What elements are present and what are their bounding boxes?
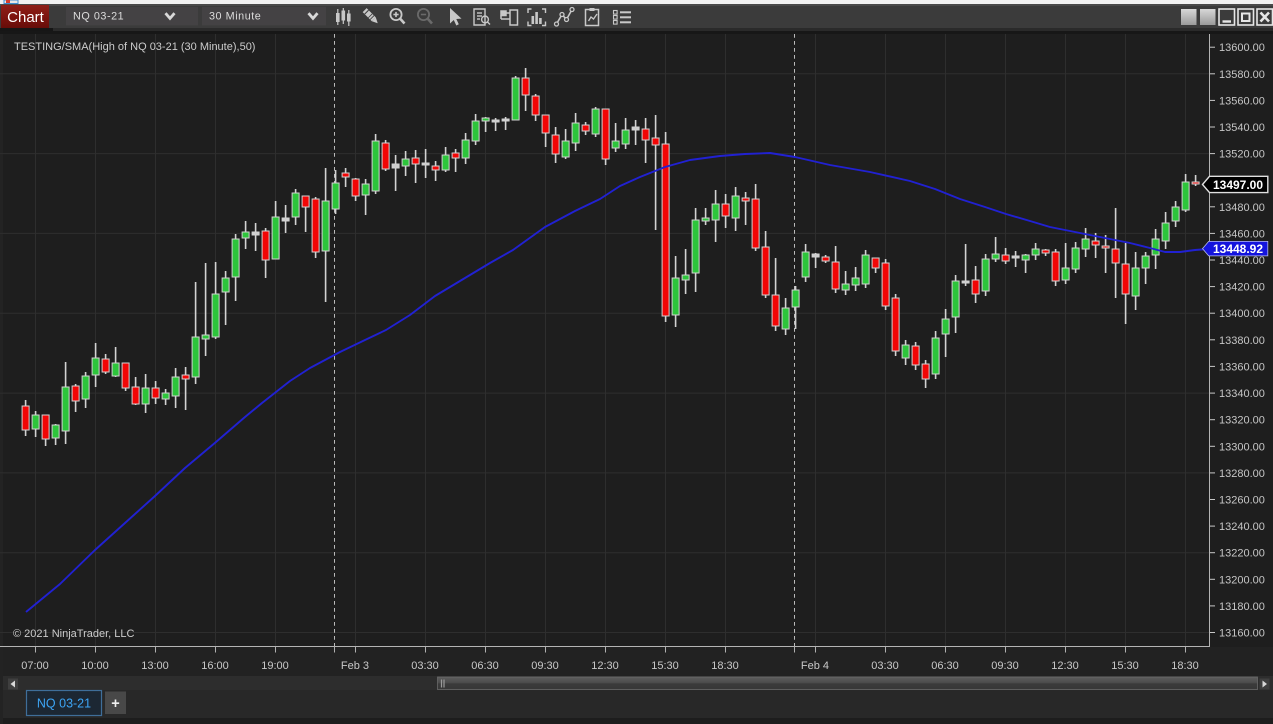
svg-text:13200.00: 13200.00 [1219,574,1265,586]
svg-text:15:30: 15:30 [1111,660,1139,672]
svg-text:03:30: 03:30 [411,660,439,672]
svg-text:13260.00: 13260.00 [1219,495,1265,507]
svg-text:10:00: 10:00 [81,660,109,672]
svg-text:13180.00: 13180.00 [1219,601,1265,613]
svg-text:13580.00: 13580.00 [1219,69,1265,81]
svg-text:Chart: Chart [7,9,45,26]
svg-text:12:30: 12:30 [591,660,619,672]
svg-text:13448.92: 13448.92 [1213,242,1263,256]
svg-text:13220.00: 13220.00 [1219,548,1265,560]
svg-text:+: + [111,696,119,712]
svg-text:15:30: 15:30 [651,660,679,672]
svg-text:13340.00: 13340.00 [1219,388,1265,400]
svg-text:19:00: 19:00 [261,660,289,672]
svg-text:13600.00: 13600.00 [1219,42,1265,54]
svg-text:13460.00: 13460.00 [1219,228,1265,240]
svg-text:13420.00: 13420.00 [1219,282,1265,294]
svg-text:09:30: 09:30 [991,660,1019,672]
svg-text:13280.00: 13280.00 [1219,468,1265,480]
svg-text:16:00: 16:00 [201,660,229,672]
svg-text:06:30: 06:30 [931,660,959,672]
svg-text:NQ 03-21: NQ 03-21 [37,697,91,711]
svg-text:13320.00: 13320.00 [1219,415,1265,427]
svg-text:13240.00: 13240.00 [1219,521,1265,533]
svg-text:13160.00: 13160.00 [1219,628,1265,640]
svg-text:13440.00: 13440.00 [1219,255,1265,267]
svg-text:13560.00: 13560.00 [1219,95,1265,107]
svg-text:30 Minute: 30 Minute [209,10,261,22]
svg-text:© 2021 NinjaTrader, LLC: © 2021 NinjaTrader, LLC [13,628,134,640]
svg-text:Feb 4: Feb 4 [801,660,829,672]
svg-text:07:00: 07:00 [21,660,49,672]
svg-text:TESTING/SMA(High of NQ 03-21 (: TESTING/SMA(High of NQ 03-21 (30 Minute)… [14,41,255,53]
svg-text:13400.00: 13400.00 [1219,308,1265,320]
svg-text:13380.00: 13380.00 [1219,335,1265,347]
svg-text:18:30: 18:30 [711,660,739,672]
svg-text:13:00: 13:00 [141,660,169,672]
svg-text:18:30: 18:30 [1171,660,1199,672]
svg-text:12:30: 12:30 [1051,660,1079,672]
svg-text:03:30: 03:30 [871,660,899,672]
svg-text:13497.00: 13497.00 [1213,178,1263,192]
svg-text:13300.00: 13300.00 [1219,441,1265,453]
svg-text:09:30: 09:30 [531,660,559,672]
svg-text:13540.00: 13540.00 [1219,122,1265,134]
svg-text:13360.00: 13360.00 [1219,361,1265,373]
svg-text:Feb 3: Feb 3 [341,660,369,672]
svg-text:06:30: 06:30 [471,660,499,672]
svg-text:13520.00: 13520.00 [1219,149,1265,161]
svg-text:NQ 03-21: NQ 03-21 [73,10,124,22]
svg-text:13480.00: 13480.00 [1219,202,1265,214]
